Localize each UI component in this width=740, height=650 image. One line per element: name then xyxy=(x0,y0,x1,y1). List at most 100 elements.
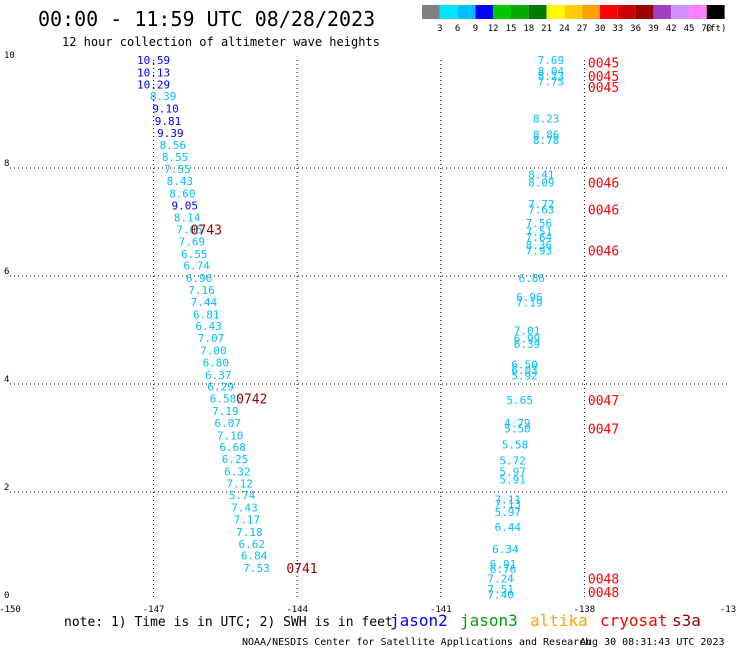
y-tick-label: 0 xyxy=(4,591,9,601)
swh-value-label: 7.51 xyxy=(487,583,514,596)
colorbar-label: 70 xyxy=(701,24,712,34)
pass-time-label: 0048 xyxy=(588,572,619,587)
swh-value-label: 6.80 xyxy=(203,356,230,369)
swh-value-label: 7.18 xyxy=(236,526,263,539)
swh-value-label: 6.91 xyxy=(490,558,517,571)
swh-value-label: 8.23 xyxy=(533,112,560,125)
pass-time-label: 0048 xyxy=(588,586,619,601)
swh-value-label: 6.50 xyxy=(511,359,538,372)
colorbar-label: 24 xyxy=(559,24,570,34)
swh-value-label: 7.53 xyxy=(243,562,270,575)
swh-value-label: 5.97 xyxy=(499,465,526,478)
colorbar-label: 12 xyxy=(488,24,499,34)
x-tick-label: -138 xyxy=(574,605,596,615)
swh-value-label: 7.10 xyxy=(217,429,244,442)
colorbar-swatch xyxy=(493,5,511,19)
swh-value-label: 8.14 xyxy=(174,212,201,225)
swh-value-label: 5.74 xyxy=(229,489,256,502)
pass-time-label: 0047 xyxy=(588,422,619,437)
swh-value-label: 7.44 xyxy=(191,296,218,309)
swh-value-label: 9.05 xyxy=(171,199,198,212)
x-axis-ticks: -150 -147 -144 -141 -138 -13 xyxy=(0,605,736,615)
swh-value-label: 6.58 xyxy=(210,393,237,406)
colorbar-label: 33 xyxy=(612,24,623,34)
swh-value-label: 8.56 xyxy=(159,139,186,152)
colorbar-label: 3 xyxy=(437,24,442,34)
swh-value-label: 5.58 xyxy=(502,438,529,451)
satellite-legend-item: jason3 xyxy=(460,611,518,630)
colorbar-label: 27 xyxy=(577,24,588,34)
x-tick-label: -150 xyxy=(0,605,21,615)
colorbar-label: 15 xyxy=(506,24,517,34)
swh-value-label: 8.23 xyxy=(538,70,565,83)
colorbar-swatch xyxy=(600,5,618,19)
pass-time-label: 0046 xyxy=(588,204,619,219)
swh-value-label: 5.97 xyxy=(495,506,522,519)
swh-value-label: 7.24 xyxy=(487,572,514,585)
swh-value-label: 10.59 xyxy=(137,54,170,67)
credit-text: NOAA/NESDIS Center for Satellite Applica… xyxy=(242,637,591,648)
pass-time-label: 0045 xyxy=(588,57,619,72)
swh-value-label: 8.41 xyxy=(528,168,555,181)
satellite-legend-item: jason2 xyxy=(390,611,448,630)
swh-value-label: 10.13 xyxy=(137,66,170,79)
colorbar-swatch xyxy=(475,5,494,19)
pass-time-label: 0046 xyxy=(588,245,619,260)
colorbar-swatch xyxy=(617,5,636,19)
x-tick-label: -147 xyxy=(143,605,165,615)
y-tick-label: 4 xyxy=(4,375,9,385)
swh-value-label: 8.60 xyxy=(169,187,196,200)
swh-value-label: 6.99 xyxy=(514,333,541,346)
y-tick-label: 8 xyxy=(4,159,9,169)
swh-value-label: 8.55 xyxy=(162,151,189,164)
colorbar-label: 6 xyxy=(455,24,460,34)
swh-value-label: 6.96 xyxy=(186,272,213,285)
swh-value-label: 10.29 xyxy=(137,78,170,91)
swh-value-label: 6.25 xyxy=(222,453,249,466)
swh-value-label: 6.37 xyxy=(205,369,232,382)
pass-time-label: 0047 xyxy=(588,394,619,409)
swh-value-label: 6.81 xyxy=(193,308,220,321)
swh-value-label: 7.93 xyxy=(526,245,553,258)
swh-value-label: 9.81 xyxy=(155,115,182,128)
satellite-legend-item: cryosat xyxy=(600,611,667,630)
colorbar-swatch xyxy=(689,5,707,19)
colorbar-label: 9 xyxy=(473,24,478,34)
colorbar-swatch xyxy=(653,5,672,19)
swh-value-label: 7.11 xyxy=(495,494,522,507)
swh-value-label: 8.43 xyxy=(167,175,194,188)
x-tick-label: -144 xyxy=(286,605,308,615)
swh-value-label: 9.39 xyxy=(157,127,184,140)
colorbar-label: (ft) xyxy=(705,24,727,34)
swh-value-label: 7.00 xyxy=(200,345,227,358)
colorbar-label: 36 xyxy=(630,24,641,34)
swh-value-label: 7.05 xyxy=(176,224,203,237)
satellite-legend-item: altika xyxy=(530,611,588,630)
colorbar-swatch xyxy=(422,5,440,19)
chart-title: 00:00 - 11:59 UTC 08/28/2023 xyxy=(38,7,375,31)
pass-time-label: 0741 xyxy=(286,562,317,577)
pass-time-label: 0045 xyxy=(588,70,619,85)
swh-value-label: 7.69 xyxy=(538,54,565,67)
colorbar-swatch xyxy=(528,5,547,19)
swh-value-label: 8.04 xyxy=(538,65,565,78)
colorbar-swatch xyxy=(511,5,529,19)
swh-value-label: 7.51 xyxy=(526,226,553,239)
colorbar-label: 21 xyxy=(541,24,552,34)
colorbar-label: 30 xyxy=(595,24,606,34)
swh-value-label: 8.09 xyxy=(528,177,555,190)
swh-value-label: 7.56 xyxy=(526,217,553,230)
swh-value-label: 6.74 xyxy=(183,260,210,273)
swh-value-label: 6.07 xyxy=(215,417,242,430)
swh-value-label: 8.39 xyxy=(150,90,177,103)
plot-grid xyxy=(10,60,728,600)
swh-value-label: 7.55 xyxy=(164,163,191,176)
swh-value-label: 6.34 xyxy=(492,543,519,556)
swh-value-label: 6.68 xyxy=(219,441,246,454)
swh-value-label: 8.36 xyxy=(526,239,553,252)
swh-value-label: 7.43 xyxy=(231,502,258,515)
swh-value-label: 5.92 xyxy=(511,369,538,382)
swh-value-label: 8.86 xyxy=(533,129,560,142)
time-labels: 0743074207410045004500450046004600460047… xyxy=(191,57,620,601)
